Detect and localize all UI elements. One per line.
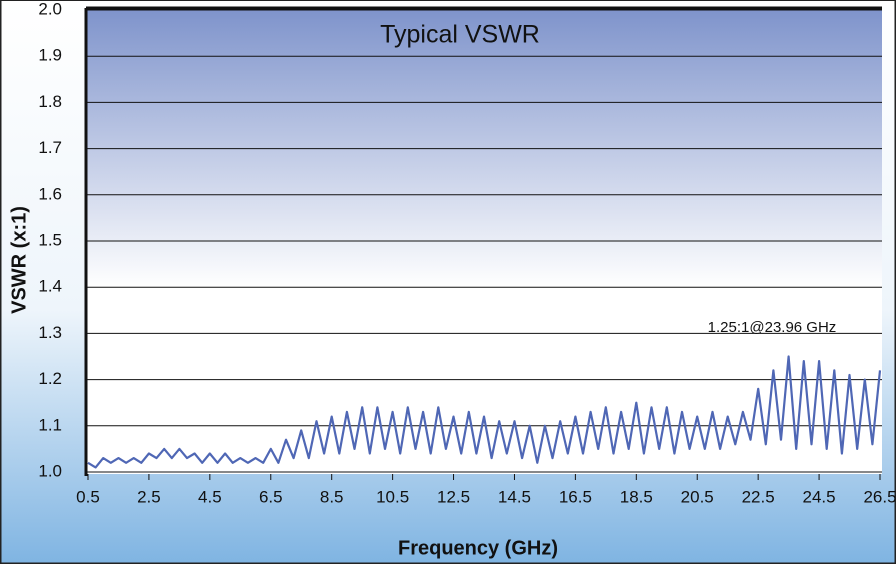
y-tick-label: 1.5 — [38, 230, 62, 249]
x-tick-label: 24.5 — [803, 487, 836, 506]
x-tick-label: 20.5 — [681, 487, 714, 506]
x-tick-label: 12.5 — [437, 487, 470, 506]
x-tick-label: 10.5 — [376, 487, 409, 506]
y-tick-label: 1.1 — [38, 415, 62, 434]
y-tick-label: 1.8 — [38, 92, 62, 111]
x-axis-label: Frequency (GHz) — [398, 537, 558, 559]
y-tick-label: 1.0 — [38, 461, 62, 480]
y-tick-label: 1.2 — [38, 369, 62, 388]
x-tick-label: 4.5 — [198, 487, 222, 506]
y-tick-label: 1.6 — [38, 184, 62, 203]
data-line — [87, 355, 882, 469]
x-tick-label: 6.5 — [259, 487, 283, 506]
y-axis-label: VSWR (x:1) — [8, 206, 30, 314]
y-tick-label: 2.0 — [38, 0, 62, 18]
x-tick-label: 18.5 — [620, 487, 653, 506]
y-tick-label: 1.4 — [38, 277, 62, 296]
y-tick-label: 1.9 — [38, 46, 62, 65]
x-tick-label: 8.5 — [320, 487, 344, 506]
y-tick-label: 1.7 — [38, 138, 62, 157]
annotation: 1.25:1@23.96 GHz — [708, 319, 837, 336]
x-tick-label: 16.5 — [559, 487, 592, 506]
chart-title: Typical VSWR — [380, 21, 540, 49]
x-tick-label: 26.5 — [863, 487, 896, 506]
y-tick-label: 1.3 — [38, 323, 62, 342]
x-tick-label: 22.5 — [742, 487, 775, 506]
x-tick-label: 0.5 — [76, 487, 100, 506]
x-tick-label: 14.5 — [498, 487, 531, 506]
x-tick-label: 2.5 — [137, 487, 161, 506]
